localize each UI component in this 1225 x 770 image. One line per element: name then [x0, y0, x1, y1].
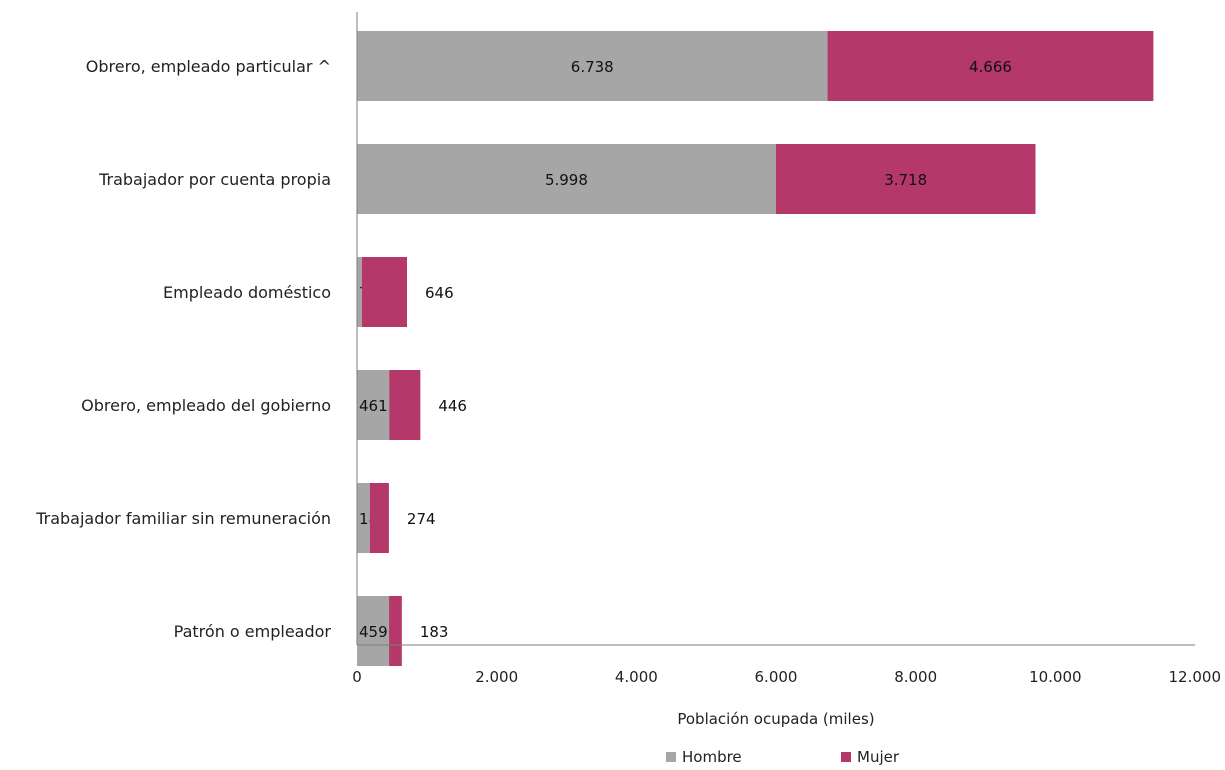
category-label: Trabajador por cuenta propia: [98, 170, 331, 189]
axes: [356, 12, 1195, 646]
x-axis-title: Población ocupada (miles): [677, 710, 874, 728]
bar-mujer: [775, 144, 1036, 214]
legend: Hombre Mujer: [666, 748, 900, 766]
x-tick-label: 8.000: [894, 668, 937, 686]
x-tick-label: 4.000: [615, 668, 658, 686]
data-label-hombre: 5.998: [545, 171, 588, 189]
bar-mujer: [389, 596, 402, 666]
bar-hombre: [357, 31, 828, 101]
x-tick-labels: 0 2.000 4.000 6.000 8.000 10.000 12.000: [352, 668, 1221, 686]
data-label-hombre: 461: [359, 397, 388, 415]
category-label: Trabajador familiar sin remuneración: [35, 509, 331, 528]
legend-label-hombre: Hombre: [682, 748, 742, 766]
x-tick-label: 6.000: [755, 668, 798, 686]
bar-mujer: [389, 370, 421, 440]
data-label-hombre: 6.738: [571, 58, 614, 76]
category-label: Obrero, empleado particular ^: [86, 57, 331, 76]
data-label-mujer: 274: [407, 510, 436, 528]
bar-hombre: [357, 370, 390, 440]
category-label: Patrón o empleador: [174, 622, 332, 641]
legend-swatch-mujer: [841, 752, 851, 762]
x-tick-label: 12.000: [1169, 668, 1222, 686]
bar-mujer: [827, 31, 1154, 101]
legend-label-mujer: Mujer: [857, 748, 900, 766]
data-label-mujer: 646: [425, 284, 454, 302]
data-label-hombre: 459: [359, 623, 388, 641]
category-labels: Obrero, empleado particular ^ Trabajador …: [35, 57, 331, 641]
bar-mujer: [369, 483, 389, 553]
legend-swatch-hombre: [666, 752, 676, 762]
bar-hombre: [357, 596, 390, 666]
x-tick-label: 2.000: [475, 668, 518, 686]
data-label-mujer: 446: [438, 397, 467, 415]
category-label: Empleado doméstico: [163, 283, 331, 302]
data-label-mujer: 3.718: [884, 171, 927, 189]
data-label-mujer: 4.666: [969, 58, 1012, 76]
bar-hombre: [357, 257, 362, 327]
x-tick-label: 0: [352, 668, 362, 686]
bars-layer: 6.7384.6665.9983.71870646461446183274459…: [357, 31, 1154, 666]
data-label-mujer: 183: [420, 623, 449, 641]
bar-hombre: [357, 483, 370, 553]
x-tick-label: 10.000: [1029, 668, 1082, 686]
bar-hombre: [357, 144, 776, 214]
bar-mujer: [361, 257, 408, 327]
category-label: Obrero, empleado del gobierno: [81, 396, 331, 415]
